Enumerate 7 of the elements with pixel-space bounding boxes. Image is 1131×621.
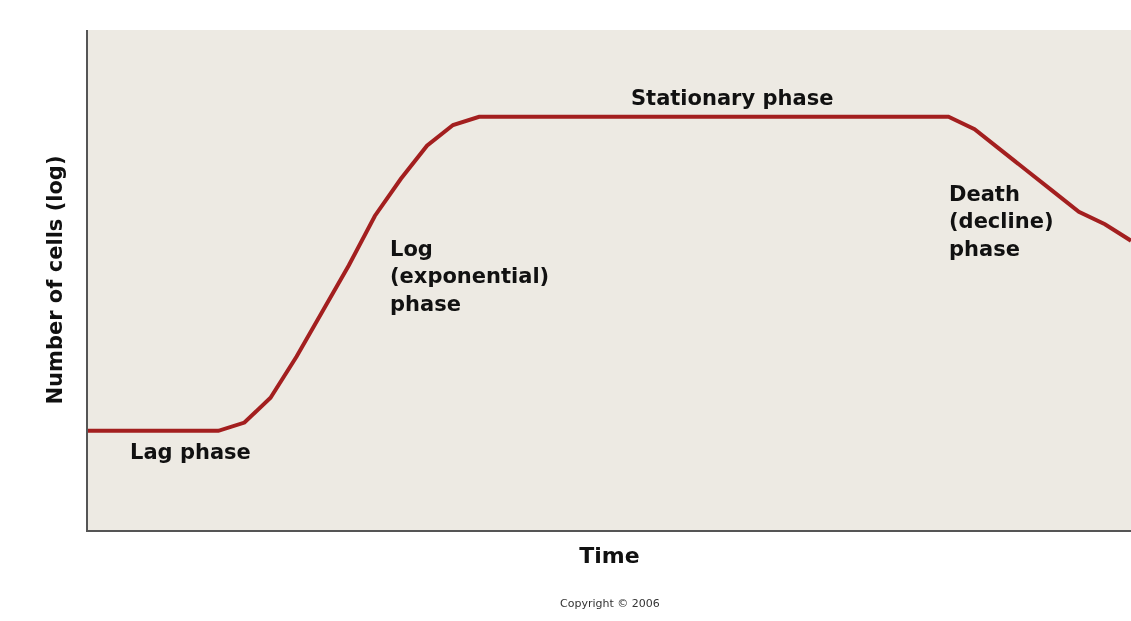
text: Stationary phase bbox=[631, 86, 834, 110]
x-axis-title: Time bbox=[579, 542, 640, 568]
annotation: Death (decline) phase bbox=[949, 182, 1054, 261]
annotation: Lag phase bbox=[130, 440, 251, 464]
y-axis-title: Number of cells (log) bbox=[42, 155, 67, 405]
annotation: Log (exponential) phase bbox=[390, 237, 550, 316]
text: Copyright © 2006 bbox=[560, 597, 660, 610]
